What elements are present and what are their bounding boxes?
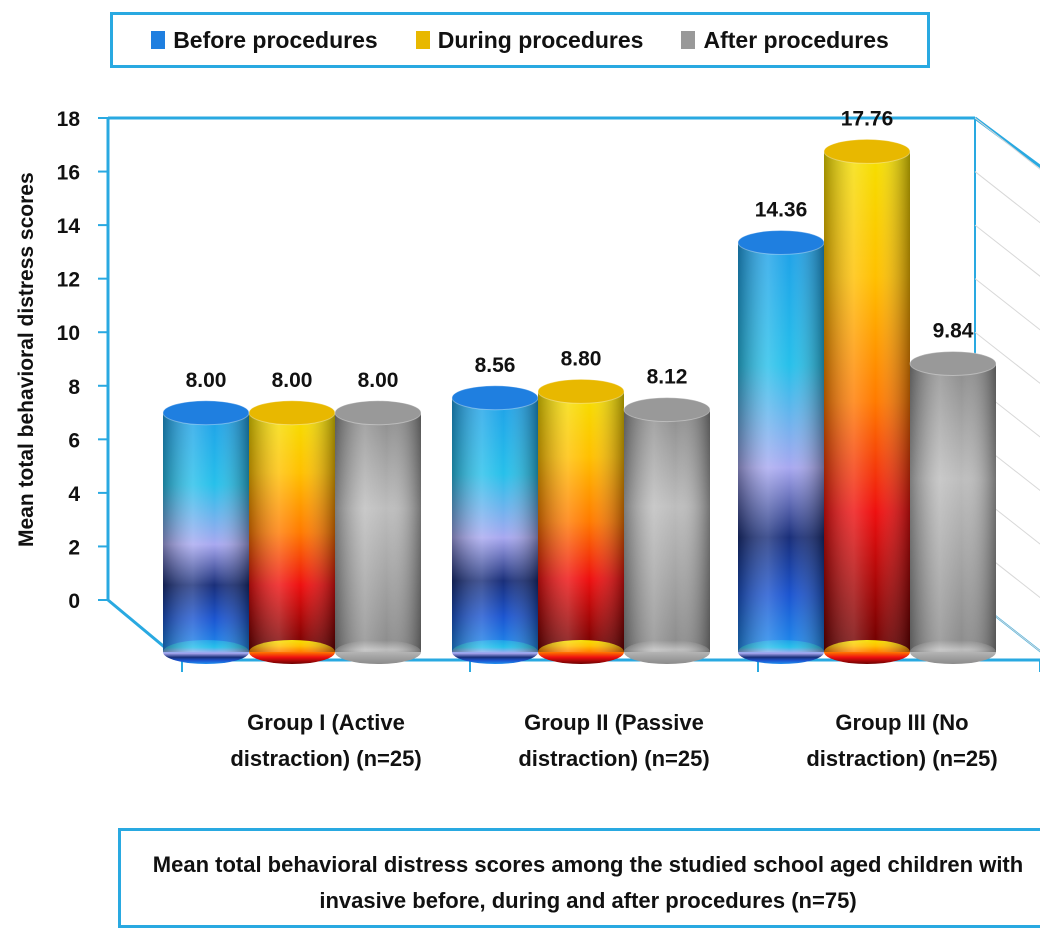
bar-cap-2-1 (823, 138, 911, 164)
data-label-2-2: 9.84 (933, 320, 974, 343)
bar-cap-1-2 (623, 397, 711, 423)
y-tick-label-1: 2 (68, 536, 80, 559)
y-tick-label-8: 16 (57, 162, 80, 185)
data-label-0-0: 8.00 (186, 369, 227, 392)
bar-shade-0-2 (335, 412, 421, 652)
bar-1-1 (537, 378, 625, 664)
legend-label-1: During procedures (437, 26, 644, 53)
wall-gridline-8 (974, 171, 1040, 224)
bar-2-1 (823, 138, 911, 664)
bar-2-0 (737, 229, 825, 664)
y-tick-label-5: 10 (57, 322, 80, 345)
legend-item-0: Before procedures (151, 27, 378, 54)
bar-0-2 (334, 400, 422, 664)
y-tick-label-6: 12 (57, 269, 80, 292)
data-label-1-0: 8.56 (475, 354, 516, 377)
data-label-0-2: 8.00 (358, 369, 399, 392)
y-tick-label-4: 8 (68, 376, 80, 399)
y-tick-label-9: 18 (57, 108, 81, 131)
data-label-2-1: 17.76 (841, 107, 894, 130)
x-tick-label-2-1: distraction) (n=25) (806, 746, 997, 771)
y-tick-label-3: 6 (68, 429, 80, 452)
y-tick-label-2: 4 (68, 483, 80, 506)
bar-chart: 0 2 4 6 8 10 12 14 16 18 Group I (Active distracti… (57, 107, 1040, 771)
wall-gridline-9 (974, 117, 1040, 170)
bar-1-0 (451, 385, 539, 664)
y-axis-title: Mean total behavioral distress scores (15, 172, 38, 547)
bar-cap-0-0 (162, 400, 250, 426)
y-tick-label-0: 0 (68, 590, 80, 613)
bar-shade-2-1 (824, 151, 910, 652)
data-label-0-1: 8.00 (272, 369, 313, 392)
x-tick-label-0-0: Group I (Active (247, 710, 405, 735)
legend-item-1: During procedures (415, 26, 644, 54)
legend-swatch-1 (415, 31, 430, 49)
x-tick-label-1-0: Group II (Passive (524, 710, 704, 735)
y-tick-label-7: 14 (57, 215, 81, 238)
wall-gridline-6 (974, 278, 1040, 331)
bar-shade-1-2 (624, 409, 710, 652)
chart-legend: Before procedures During procedures After … (110, 12, 930, 68)
caption-line-1: Mean total behavioral distress scores am… (152, 852, 1024, 877)
bar-cap-1-1 (537, 378, 625, 404)
bar-shade-1-0 (452, 397, 538, 652)
bar-cap-0-1 (248, 400, 336, 426)
bar-shade-2-0 (738, 242, 824, 652)
bar-cap-0-2 (334, 400, 422, 426)
data-labels: 8.00 8.00 8.00 8.56 8.80 8.12 14.36 17.76 9.84 (186, 107, 974, 391)
caption-line-2: invasive before, during and after proced… (319, 888, 857, 913)
bar-shade-1-1 (538, 391, 624, 652)
x-axis: Group I (Active distraction) (n=25) Group … (181, 660, 1040, 771)
figure-caption: Mean total behavioral distress scores am… (118, 828, 1040, 928)
x-tick-label-0-1: distraction) (n=25) (230, 746, 421, 771)
data-label-1-1: 8.80 (561, 347, 602, 370)
y-axis: 0 2 4 6 8 10 12 14 16 18 (57, 108, 108, 613)
bar-shade-2-2 (910, 363, 996, 652)
legend-item-2: After procedures (681, 26, 889, 54)
bar-1-2 (623, 397, 711, 664)
wall-gridline-7 (974, 224, 1040, 277)
legend-swatch-0 (151, 31, 166, 49)
legend-label-2: After procedures (703, 26, 889, 53)
data-label-2-0: 14.36 (755, 198, 808, 221)
bar-cap-2-2 (909, 351, 997, 377)
bar-shade-0-0 (163, 412, 249, 652)
data-label-1-2: 8.12 (647, 366, 688, 389)
x-tick-label-1-1: distraction) (n=25) (518, 746, 709, 771)
bar-cap-1-0 (451, 385, 539, 411)
bar-cap-2-0 (737, 229, 825, 255)
legend-label-0: Before procedures (173, 26, 378, 53)
bar-0-0 (162, 400, 250, 664)
legend-swatch-2 (681, 31, 696, 49)
bars (162, 138, 997, 664)
x-tick-label-2-0: Group III (No (835, 710, 968, 735)
bar-0-1 (248, 400, 336, 664)
wall-gridline-5 (974, 331, 1040, 384)
bar-shade-0-1 (249, 412, 335, 652)
bar-2-2 (909, 351, 997, 664)
